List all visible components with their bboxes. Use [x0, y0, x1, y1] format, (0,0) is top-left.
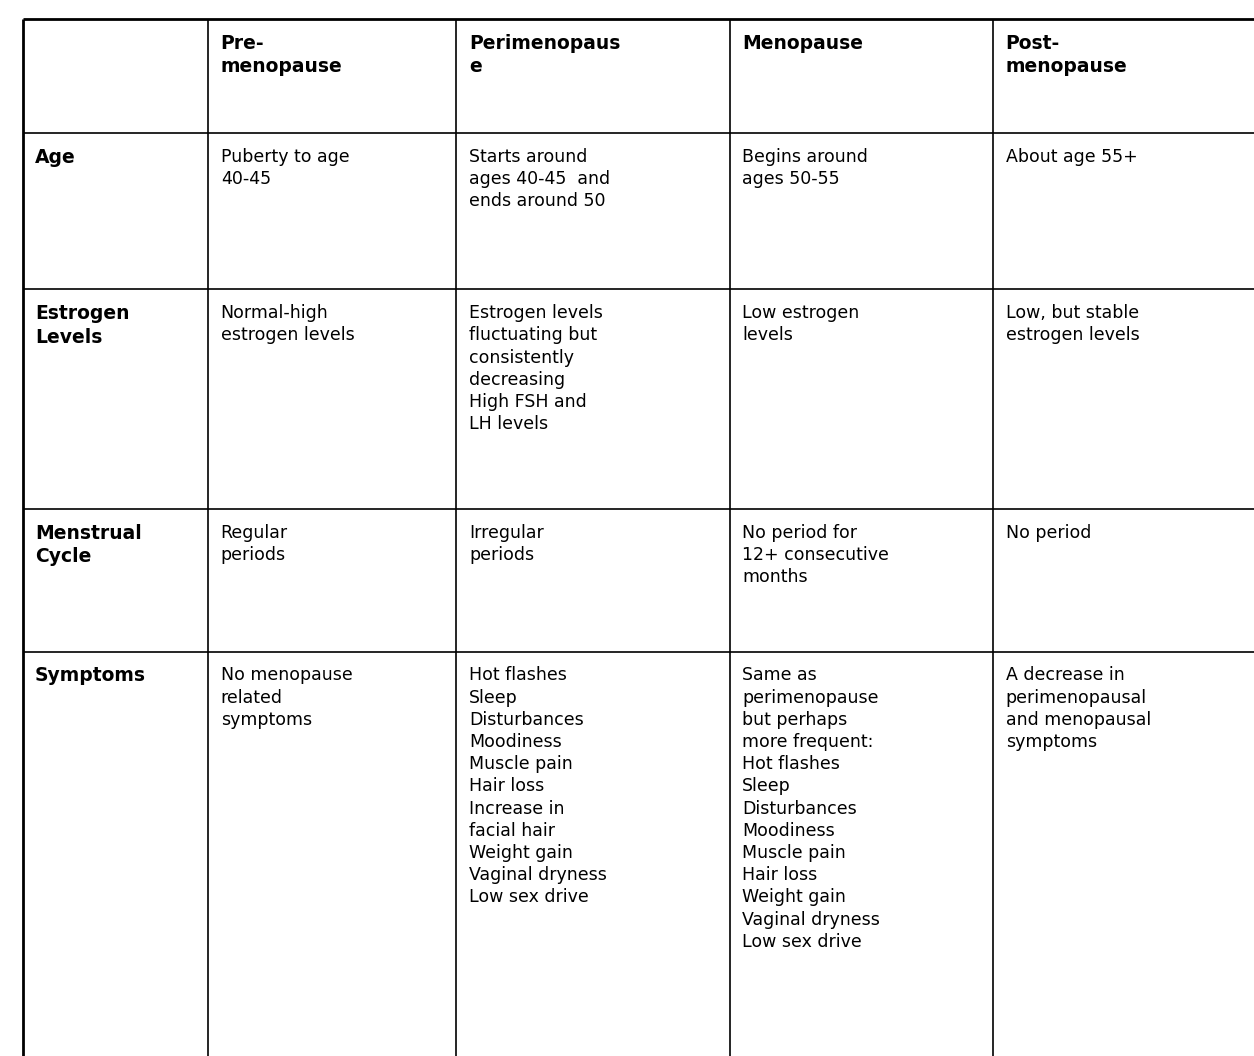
Text: Symptoms: Symptoms [35, 666, 147, 685]
Text: Low, but stable
estrogen levels: Low, but stable estrogen levels [1006, 304, 1140, 344]
Text: Starts around
ages 40-45  and
ends around 50: Starts around ages 40-45 and ends around… [469, 148, 611, 210]
Text: A decrease in
perimenopausal
and menopausal
symptoms: A decrease in perimenopausal and menopau… [1006, 666, 1151, 751]
Text: Age: Age [35, 148, 75, 167]
Text: Perimenopaus
e: Perimenopaus e [469, 34, 621, 76]
Text: Estrogen levels
fluctuating but
consistently
decreasing
High FSH and
LH levels: Estrogen levels fluctuating but consiste… [469, 304, 603, 433]
Text: No period: No period [1006, 524, 1091, 542]
Text: Menstrual
Cycle: Menstrual Cycle [35, 524, 142, 566]
Text: Begins around
ages 50-55: Begins around ages 50-55 [742, 148, 868, 188]
Text: Low estrogen
levels: Low estrogen levels [742, 304, 860, 344]
Text: Regular
periods: Regular periods [221, 524, 288, 564]
Text: Same as
perimenopause
but perhaps
more frequent:
Hot flashes
Sleep
Disturbances
: Same as perimenopause but perhaps more f… [742, 666, 880, 950]
Text: No period for
12+ consecutive
months: No period for 12+ consecutive months [742, 524, 889, 586]
Text: Menopause: Menopause [742, 34, 863, 53]
Text: About age 55+: About age 55+ [1006, 148, 1137, 166]
Text: Post-
menopause: Post- menopause [1006, 34, 1127, 76]
Text: Puberty to age
40-45: Puberty to age 40-45 [221, 148, 350, 188]
Text: Estrogen
Levels: Estrogen Levels [35, 304, 129, 346]
Text: Normal-high
estrogen levels: Normal-high estrogen levels [221, 304, 355, 344]
Text: Irregular
periods: Irregular periods [469, 524, 544, 564]
Text: Pre-
menopause: Pre- menopause [221, 34, 342, 76]
Text: No menopause
related
symptoms: No menopause related symptoms [221, 666, 352, 729]
Text: Hot flashes
Sleep
Disturbances
Moodiness
Muscle pain
Hair loss
Increase in
facia: Hot flashes Sleep Disturbances Moodiness… [469, 666, 607, 906]
